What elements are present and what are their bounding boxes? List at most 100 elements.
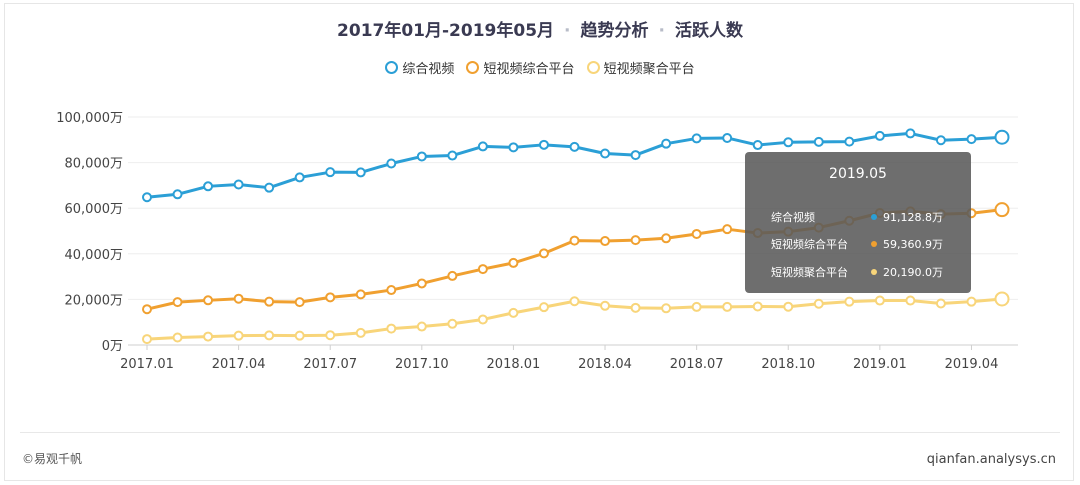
data-point	[630, 302, 641, 313]
data-point	[874, 130, 885, 141]
data-point	[569, 235, 580, 246]
data-point	[538, 248, 549, 259]
data-point	[569, 296, 580, 307]
legend-swatch-icon	[385, 61, 399, 74]
data-point	[935, 298, 946, 309]
data-point	[994, 129, 1010, 145]
tooltip-title: 2019.05	[829, 166, 887, 182]
data-point	[813, 298, 824, 309]
data-point	[264, 296, 275, 307]
data-point	[355, 167, 366, 178]
data-point	[203, 331, 214, 342]
title-metric: 活跃人数	[674, 21, 743, 41]
tooltip-series-name: 综合视频	[771, 211, 815, 224]
data-point	[447, 150, 458, 161]
data-point	[661, 138, 672, 149]
tooltip-row: 综合视频 91,128.8万	[771, 209, 949, 225]
data-point	[722, 301, 733, 312]
data-point	[691, 301, 702, 312]
y-tick-label: 20,000万	[65, 293, 124, 308]
y-tick-label: 0万	[102, 339, 123, 354]
data-point	[538, 302, 549, 313]
data-point	[142, 192, 152, 203]
x-tick-label: 2017.10	[395, 357, 449, 372]
data-point	[233, 179, 244, 190]
data-point	[752, 301, 763, 312]
data-point	[844, 136, 855, 147]
chart-frame	[4, 3, 1074, 481]
x-tick-label: 2017.04	[212, 357, 266, 372]
data-point	[386, 285, 397, 296]
tooltip-series-value: 59,360.9万	[883, 238, 943, 251]
data-point	[508, 142, 519, 153]
data-point	[508, 257, 519, 268]
title-separator: ·	[564, 21, 571, 41]
legend-item-series-2[interactable]: 短视频综合平台	[466, 58, 575, 77]
data-point	[325, 292, 336, 303]
legend-item-series-1[interactable]: 综合视频	[385, 58, 454, 77]
legend-label: 综合视频	[402, 62, 455, 77]
data-point	[477, 141, 488, 152]
data-point	[294, 330, 305, 341]
x-tick-label: 2017.07	[303, 357, 357, 372]
data-point	[416, 151, 427, 162]
data-point	[508, 307, 519, 318]
y-tick-label: 60,000万	[65, 202, 124, 217]
data-point	[172, 189, 183, 200]
data-point	[966, 134, 977, 145]
data-point	[294, 297, 305, 308]
data-point	[264, 182, 275, 193]
tooltip-row: 短视频聚合平台 20,190.0万	[771, 264, 949, 280]
data-point	[355, 327, 366, 338]
footer-divider	[20, 432, 1060, 433]
title-separator: ·	[658, 21, 665, 41]
x-tick-label: 2018.07	[670, 357, 724, 372]
data-point	[294, 172, 305, 183]
data-point	[722, 224, 733, 235]
data-point	[325, 330, 336, 341]
tooltip-series-name: 短视频综合平台	[771, 238, 848, 251]
data-point	[172, 332, 183, 343]
data-point	[203, 181, 214, 192]
data-point	[752, 140, 763, 151]
tooltip-dot-icon	[871, 214, 877, 220]
data-point	[600, 148, 611, 159]
data-point	[325, 167, 336, 178]
data-point	[874, 295, 885, 306]
tooltip-series-value: 20,190.0万	[883, 266, 943, 279]
data-point	[600, 236, 611, 247]
legend-label: 短视频综合平台	[483, 62, 575, 77]
legend-swatch-icon	[466, 61, 480, 74]
footer-copyright: ©易观千帆	[22, 452, 83, 466]
x-tick-label: 2018.01	[487, 357, 541, 372]
data-point	[447, 318, 458, 329]
x-tick-label: 2019.01	[853, 357, 907, 372]
data-point	[994, 291, 1010, 307]
data-point	[994, 202, 1010, 218]
data-point	[691, 228, 702, 239]
data-point	[447, 270, 458, 281]
data-point	[142, 304, 152, 315]
tooltip-series-value: 91,128.8万	[883, 211, 943, 224]
data-point	[722, 132, 733, 143]
data-point	[905, 295, 916, 306]
title-section: 趋势分析	[580, 21, 649, 41]
legend-item-series-3[interactable]: 短视频聚合平台	[586, 58, 695, 77]
chart-title: 2017年01月-2019年05月 · 趋势分析 · 活跃人数	[0, 16, 1080, 41]
data-point	[661, 233, 672, 244]
tooltip-row: 短视频综合平台 59,360.9万	[771, 236, 949, 252]
data-point	[630, 235, 641, 246]
data-point	[264, 330, 275, 341]
footer-site-link[interactable]: qianfan.analysys.cn	[926, 452, 1056, 467]
data-point	[630, 150, 641, 161]
y-tick-label: 100,000万	[56, 111, 123, 126]
x-tick-label: 2018.10	[761, 357, 815, 372]
chart-legend: 综合视频 短视频综合平台 短视频聚合平台	[0, 58, 1080, 77]
data-point	[783, 301, 794, 312]
tooltip-dot-icon	[871, 241, 877, 247]
x-tick-label: 2017.01	[120, 357, 174, 372]
data-point	[935, 135, 946, 146]
tooltip-series-name: 短视频聚合平台	[771, 266, 848, 279]
tooltip-dot-icon	[871, 269, 877, 275]
data-point	[172, 297, 183, 308]
